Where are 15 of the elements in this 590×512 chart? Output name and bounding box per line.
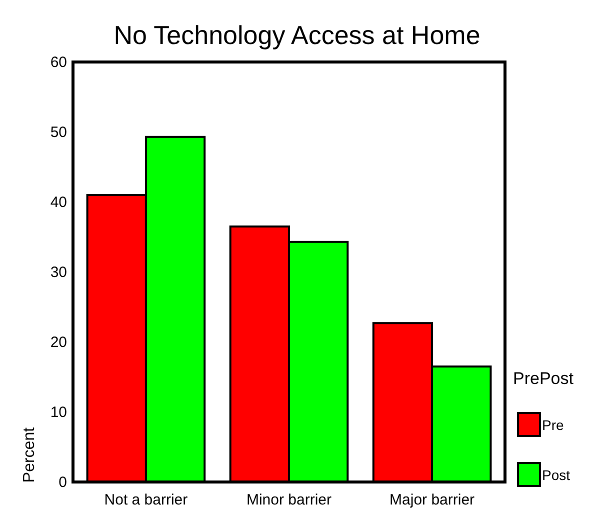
x-tick-label: Minor barrier (246, 492, 332, 509)
x-tick-label: Major barrier (390, 492, 475, 509)
legend-title: PrePost (513, 369, 574, 388)
y-tick-label: 50 (50, 124, 67, 141)
y-tick-label: 30 (50, 264, 67, 281)
y-tick-label: 0 (58, 474, 67, 491)
legend-label: Pre (542, 417, 564, 433)
y-axis-title: Percent (21, 426, 38, 483)
chart-title: No Technology Access at Home (114, 20, 480, 50)
legend-label: Post (542, 467, 570, 483)
y-tick-label: 40 (50, 194, 67, 211)
y-tick-label: 10 (50, 404, 67, 421)
y-tick-label: 60 (50, 54, 67, 71)
y-tick-label: 20 (50, 334, 67, 351)
x-tick-label: Not a barrier (104, 492, 188, 509)
